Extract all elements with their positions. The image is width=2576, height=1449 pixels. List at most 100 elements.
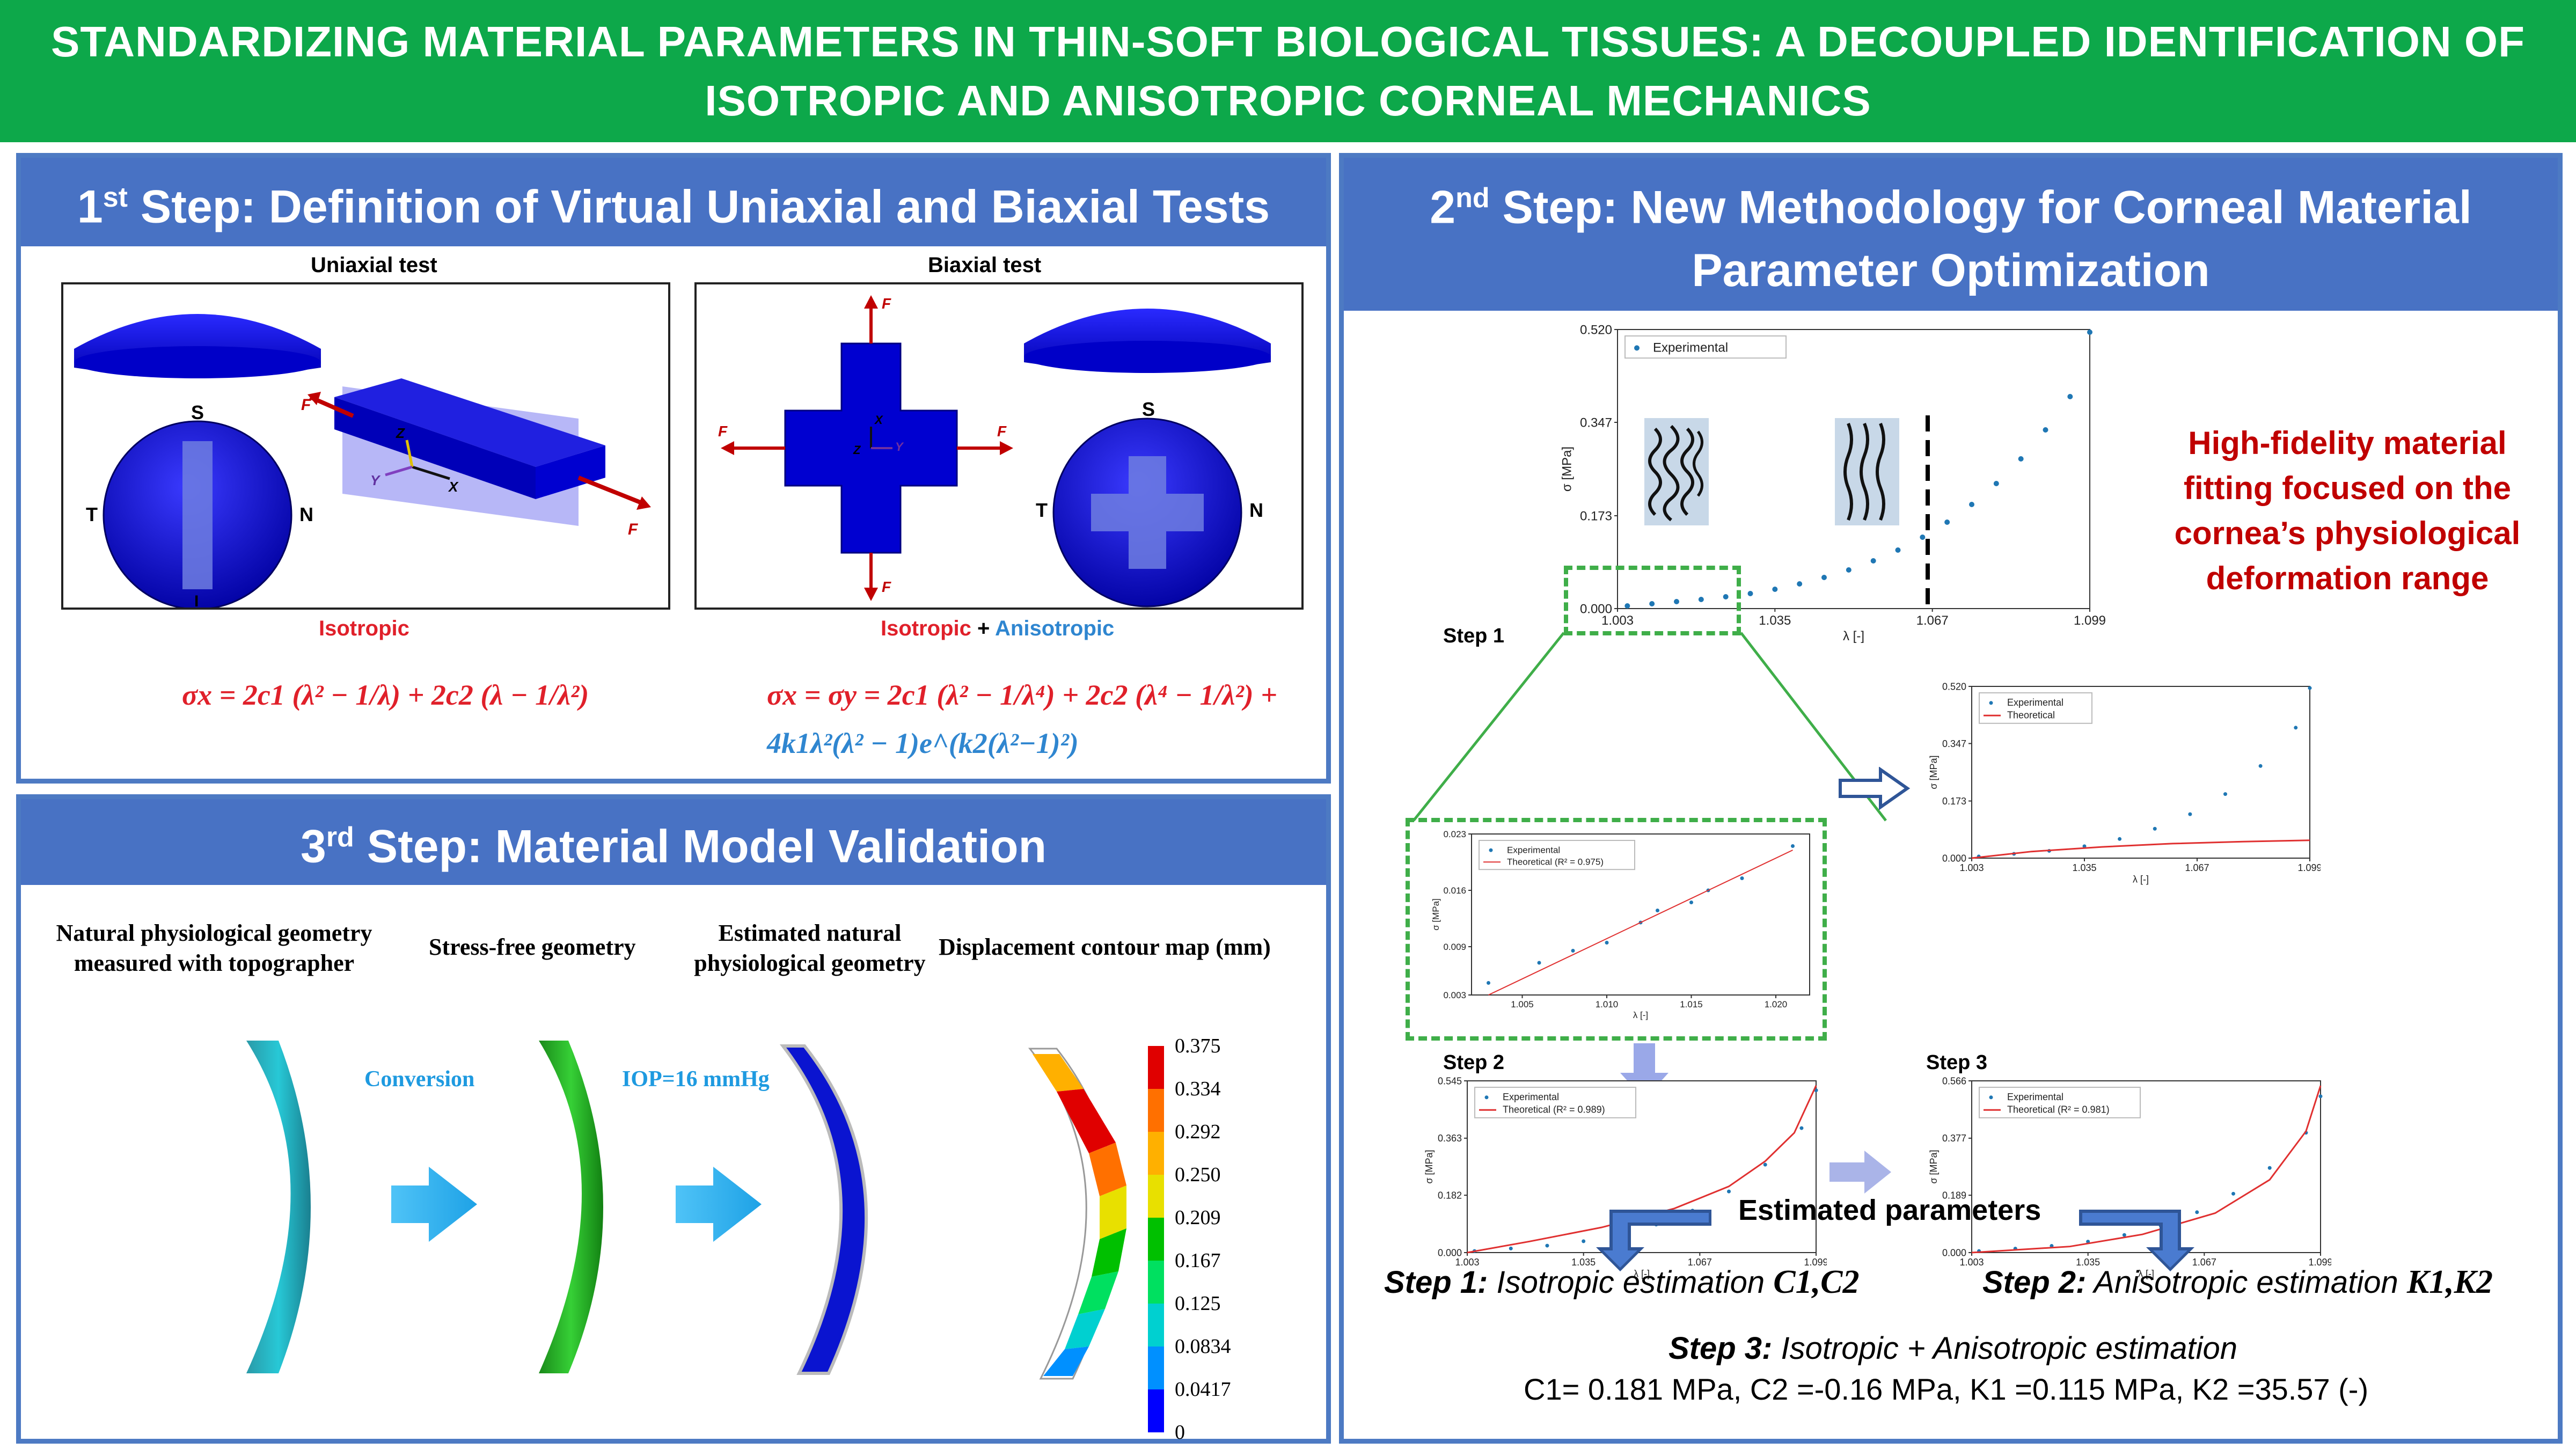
biaxial-test-label: Biaxial test <box>928 253 1042 277</box>
legend-value: 0.209 <box>1175 1206 1221 1229</box>
step3-heading: 3rd Step: Material Model Validation <box>21 799 1326 885</box>
legend-value: 0.375 <box>1175 1035 1221 1057</box>
biaxial-equation-line2: 4k1λ²(λ² − 1)e^(k2(λ²−1)²) <box>767 727 1079 759</box>
y-tick-label: 0.023 <box>1443 829 1466 839</box>
y-tick-label: 0.347 <box>1580 415 1612 430</box>
y-axis-label: σ [MPa] <box>1431 898 1441 931</box>
legend-box <box>1624 335 1787 359</box>
x-tick-label: 1.003 <box>1959 1257 1984 1268</box>
zoom-region-box <box>1564 566 1741 635</box>
experimental-point <box>2188 812 2192 816</box>
experimental-point <box>1605 941 1609 945</box>
hollow-right-arrow <box>1839 767 1911 810</box>
y-tick-label: 0.347 <box>1942 738 1966 749</box>
legend-box <box>1979 692 2092 724</box>
experimental-point <box>1649 601 1655 606</box>
experimental-point <box>2294 726 2298 730</box>
biaxial-force-left: F <box>718 423 728 440</box>
uniaxial-i-label: I <box>194 592 199 610</box>
step1-panel: 1st Step: Definition of Virtual Uniaxial… <box>16 153 1331 784</box>
x-axis-label: λ [-] <box>1634 1268 1650 1279</box>
legend-marker <box>1489 848 1493 852</box>
x-tick-label: 1.003 <box>1455 1257 1479 1268</box>
bracket-arrow-left <box>1596 1210 1711 1271</box>
legend-color-swatch <box>1148 1218 1164 1261</box>
experimental-point <box>2258 764 2263 768</box>
experimental-point <box>1791 844 1795 848</box>
x-tick-label: 1.035 <box>1571 1257 1596 1268</box>
step2-panel: 2nd Step: New Methodology for Corneal Ma… <box>1339 153 2563 1444</box>
experimental-point <box>1698 597 1704 602</box>
poster-title-bar: STANDARDIZING MATERIAL PARAMETERS IN THI… <box>0 0 2576 142</box>
uniaxial-strip <box>182 441 213 589</box>
experimental-point <box>2087 330 2092 335</box>
uniaxial-t-label: T <box>86 503 98 525</box>
uniaxial-axis-x: X <box>449 479 458 495</box>
col3-caption: Estimated natural physiological geometry <box>694 920 926 976</box>
legend-color-swatch <box>1148 1089 1164 1132</box>
experimental-point <box>1624 603 1630 609</box>
stress-free-geometry-shape <box>539 1041 603 1373</box>
experimental-point <box>1797 581 1803 587</box>
step1-label: Step 1 <box>1443 625 1505 647</box>
y-tick-label: 0.000 <box>1580 602 1612 616</box>
uniaxial-axis-y: Y <box>370 472 380 488</box>
experimental-point <box>1747 591 1753 596</box>
x-tick-label: 1.015 <box>1680 999 1703 1009</box>
theoretical-curve <box>1467 1085 1817 1254</box>
biaxial-axis-z: Z <box>853 443 861 457</box>
experimental-point <box>2122 1233 2126 1237</box>
experimental-point <box>1656 909 1659 912</box>
experimental-point <box>2018 456 2024 462</box>
uniaxial-test-frame: S T N I F F Z X Y <box>61 282 670 610</box>
step2-heading: 2nd Step: New Methodology for Corneal Ma… <box>1344 158 2558 311</box>
crimped-fibers-inset <box>1644 418 1709 525</box>
legend-value: 0.125 <box>1175 1292 1221 1315</box>
experimental-point <box>1846 567 1851 573</box>
experimental-point <box>1799 1126 1804 1130</box>
experimental-point <box>2067 394 2073 399</box>
uniaxial-n-label: N <box>299 503 313 525</box>
extrapolation-chart: 1.003 1.035 1.067 1.099 0.000 0.173 0.347 0.520… <box>1928 681 2321 884</box>
strip-side-face <box>334 397 536 499</box>
y-axis-label: σ [MPa] <box>1928 1150 1939 1183</box>
y-tick-label: 0.000 <box>1942 1247 1966 1258</box>
legend-value: 0 <box>1175 1421 1185 1444</box>
legend-value: 0.334 <box>1175 1078 1221 1100</box>
x-tick-label: 1.035 <box>2076 1257 2100 1268</box>
step1-isotropic-fit-chart: 1.005 1.010 1.015 1.020 0.003 0.009 0.016 0.023… <box>1431 829 1810 1020</box>
experimental-point <box>1545 1243 1549 1248</box>
legend-value: 0.0417 <box>1175 1378 1231 1401</box>
step1-estimation: Step 1: Isotropic estimation C1,C2 <box>1384 1264 1860 1300</box>
y-tick-label: 0.173 <box>1942 796 1966 807</box>
experimental-point <box>1487 981 1490 985</box>
experimental-point <box>1969 502 1974 507</box>
col4-caption: Displacement contour map (mm) <box>939 934 1271 960</box>
experimental-point <box>1870 558 1876 564</box>
uniaxial-test-label: Uniaxial test <box>311 253 437 277</box>
experimental-point <box>1944 519 1950 525</box>
experimental-point <box>1727 1189 1731 1194</box>
legend-marker <box>1484 1095 1489 1100</box>
biaxial-force-right: F <box>997 423 1007 440</box>
estimated-parameters-label: Estimated parameters <box>1738 1194 2041 1226</box>
biaxial-force-bottom: F <box>882 579 891 595</box>
experimental-point <box>1772 587 1778 592</box>
step3-estimation: Step 3: Isotropic + Anisotropic estimati… <box>1668 1331 2238 1366</box>
x-tick-label: 1.099 <box>2074 613 2106 628</box>
legend-color-swatch <box>1148 1346 1164 1389</box>
y-axis-label: σ [MPa] <box>1424 1150 1435 1183</box>
biaxial-force-top: F <box>882 295 891 312</box>
isotropic-word: Isotropic <box>881 617 971 640</box>
isotropic-anisotropic-label: Isotropic + Anisotropic <box>881 617 1115 640</box>
y-tick-label: 0.182 <box>1438 1190 1462 1201</box>
uniaxial-force-label-left: F <box>301 396 311 414</box>
poster-title-line2: ISOTROPIC AND ANISOTROPIC CORNEAL MECHAN… <box>705 76 1871 125</box>
step3-label: Step 3 <box>1926 1051 1988 1074</box>
high-fidelity-callout: High-fidelity material fitting focused on… <box>2174 425 2521 596</box>
straightened-fibers-inset <box>1835 418 1899 525</box>
legend-marker <box>1989 701 1993 705</box>
experimental-point <box>1920 535 1926 540</box>
physiological-range-divider <box>1926 415 1930 609</box>
bracket-arrow-right <box>2079 1210 2194 1271</box>
